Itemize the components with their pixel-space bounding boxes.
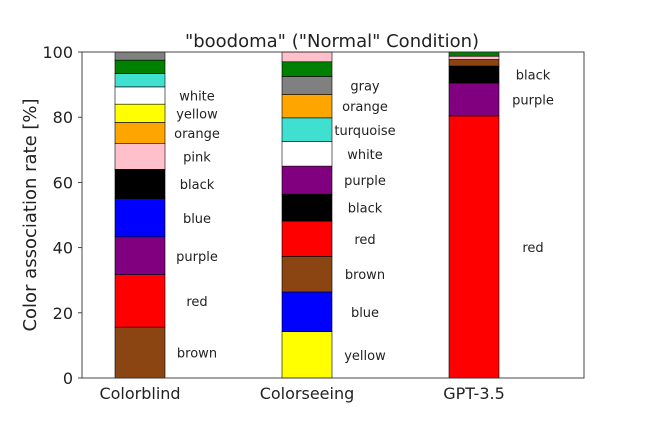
bar-segment-purple — [114, 236, 166, 275]
bar-segment-yellow — [281, 331, 333, 379]
bar-segment-green — [448, 51, 500, 57]
bar-segment-white — [114, 86, 166, 105]
segment-label-purple: purple — [344, 174, 386, 189]
x-tick-label: GPT-3.5 — [443, 384, 505, 403]
bar-segment-red — [448, 115, 500, 379]
y-tick-label: 80 — [53, 108, 73, 127]
bar-segment-turquoise — [281, 117, 333, 142]
y-tick-label: 0 — [63, 369, 73, 388]
bar-segment-orange — [114, 122, 166, 144]
segment-label-red: red — [354, 233, 375, 248]
segment-label-brown: brown — [177, 347, 217, 362]
bar-segment-black — [281, 193, 333, 222]
y-tick-label: 20 — [53, 304, 73, 323]
segment-label-purple: purple — [176, 250, 218, 265]
bar-segment-green — [281, 61, 333, 77]
bar-segment-gray — [281, 76, 333, 95]
bar-segment-brown — [448, 59, 500, 67]
plot-frame — [81, 51, 585, 379]
y-axis-label: Color association rate [%] — [20, 98, 41, 331]
y-tick-label: 100 — [42, 43, 73, 62]
bar-segment-red — [281, 220, 333, 257]
segment-label-pink: pink — [183, 150, 211, 165]
segment-label-blue: blue — [351, 306, 379, 321]
bar-segment-pink — [448, 55, 500, 60]
y-tick-label: 60 — [53, 173, 73, 192]
bar-segment-turquoise — [114, 73, 166, 88]
bar-segment-pink — [281, 51, 333, 63]
bar-segment-red — [114, 274, 166, 328]
bar-segment-orange — [281, 94, 333, 119]
segment-label-brown: brown — [345, 268, 385, 283]
segment-label-black: black — [180, 178, 215, 193]
segment-label-purple: purple — [512, 93, 554, 108]
chart-title: "boodoma" ("Normal" Condition) — [185, 31, 479, 52]
bar-segment-black — [114, 169, 166, 200]
segment-label-red: red — [186, 295, 207, 310]
segment-label-orange: orange — [342, 100, 388, 115]
segment-label-red: red — [522, 241, 543, 256]
segment-label-yellow: yellow — [176, 107, 218, 122]
bar-segment-purple — [281, 165, 333, 195]
bar-segment-blue — [114, 198, 166, 238]
segment-label-gray: gray — [350, 79, 380, 94]
segment-label-yellow: yellow — [344, 349, 386, 364]
bar-segment-gray — [114, 51, 166, 61]
bar-segment-blue — [281, 291, 333, 333]
x-tick-label: Colorseeing — [260, 384, 355, 403]
segment-label-turquoise: turquoise — [334, 124, 395, 139]
x-tick-label: Colorblind — [99, 384, 180, 403]
segment-label-white: white — [347, 148, 383, 163]
bar-segment-brown — [281, 256, 333, 293]
bar-segment-purple — [448, 82, 500, 117]
segment-label-orange: orange — [174, 127, 220, 142]
segment-label-blue: blue — [183, 212, 211, 227]
bar-segment-green — [114, 59, 166, 74]
segment-label-black: black — [516, 68, 551, 83]
segment-label-black: black — [348, 202, 383, 217]
segment-label-white: white — [179, 90, 215, 105]
y-tick-label: 40 — [53, 239, 73, 258]
bar-segment-black — [448, 65, 500, 84]
bar-segment-yellow — [114, 103, 166, 123]
bar-segment-brown — [114, 326, 166, 379]
bar-segment-white — [281, 141, 333, 167]
bar-segment-pink — [114, 142, 166, 170]
plot-area: brown red purple blue black pink orange yellow w… — [42, 43, 585, 403]
